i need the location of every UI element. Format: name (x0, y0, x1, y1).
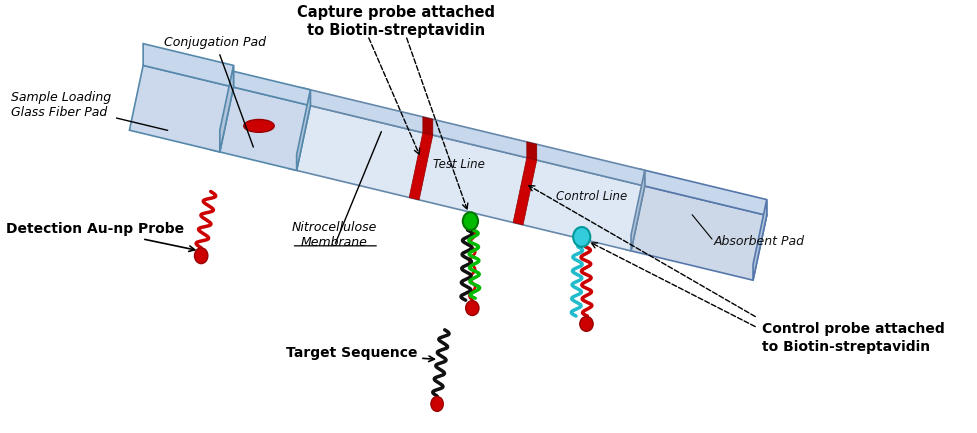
Text: Control probe attached
to Biotin-streptavidin: Control probe attached to Biotin-strepta… (762, 322, 944, 354)
Text: Absorbent Pad: Absorbent Pad (713, 235, 804, 248)
Text: Target Sequence: Target Sequence (285, 346, 434, 362)
Text: Detection Au-np Probe: Detection Au-np Probe (6, 222, 194, 252)
Ellipse shape (465, 301, 479, 316)
Polygon shape (220, 65, 234, 152)
Polygon shape (640, 169, 766, 215)
Polygon shape (626, 185, 766, 280)
Polygon shape (129, 65, 234, 152)
Polygon shape (422, 117, 433, 135)
Ellipse shape (194, 248, 208, 264)
Ellipse shape (431, 397, 443, 411)
Polygon shape (225, 69, 310, 106)
Polygon shape (287, 103, 644, 251)
Polygon shape (630, 170, 644, 251)
Ellipse shape (579, 317, 592, 331)
Text: Conjugation Pad: Conjugation Pad (164, 36, 266, 147)
Polygon shape (408, 132, 433, 200)
Text: Capture probe attached
to Biotin-streptavidin: Capture probe attached to Biotin-strepta… (297, 5, 494, 38)
Text: Sample Loading
Glass Fiber Pad: Sample Loading Glass Fiber Pad (11, 90, 167, 130)
Ellipse shape (243, 120, 274, 132)
Polygon shape (301, 87, 644, 186)
Polygon shape (513, 158, 536, 225)
Ellipse shape (573, 227, 590, 247)
Text: Nitrocellulose
Membrane: Nitrocellulose Membrane (291, 221, 377, 249)
Polygon shape (143, 44, 234, 87)
Polygon shape (296, 90, 310, 171)
Text: Test Line: Test Line (433, 158, 485, 171)
Polygon shape (211, 85, 310, 171)
Polygon shape (527, 142, 536, 160)
Text: Control Line: Control Line (556, 190, 626, 203)
Polygon shape (752, 200, 766, 280)
Ellipse shape (462, 212, 478, 230)
